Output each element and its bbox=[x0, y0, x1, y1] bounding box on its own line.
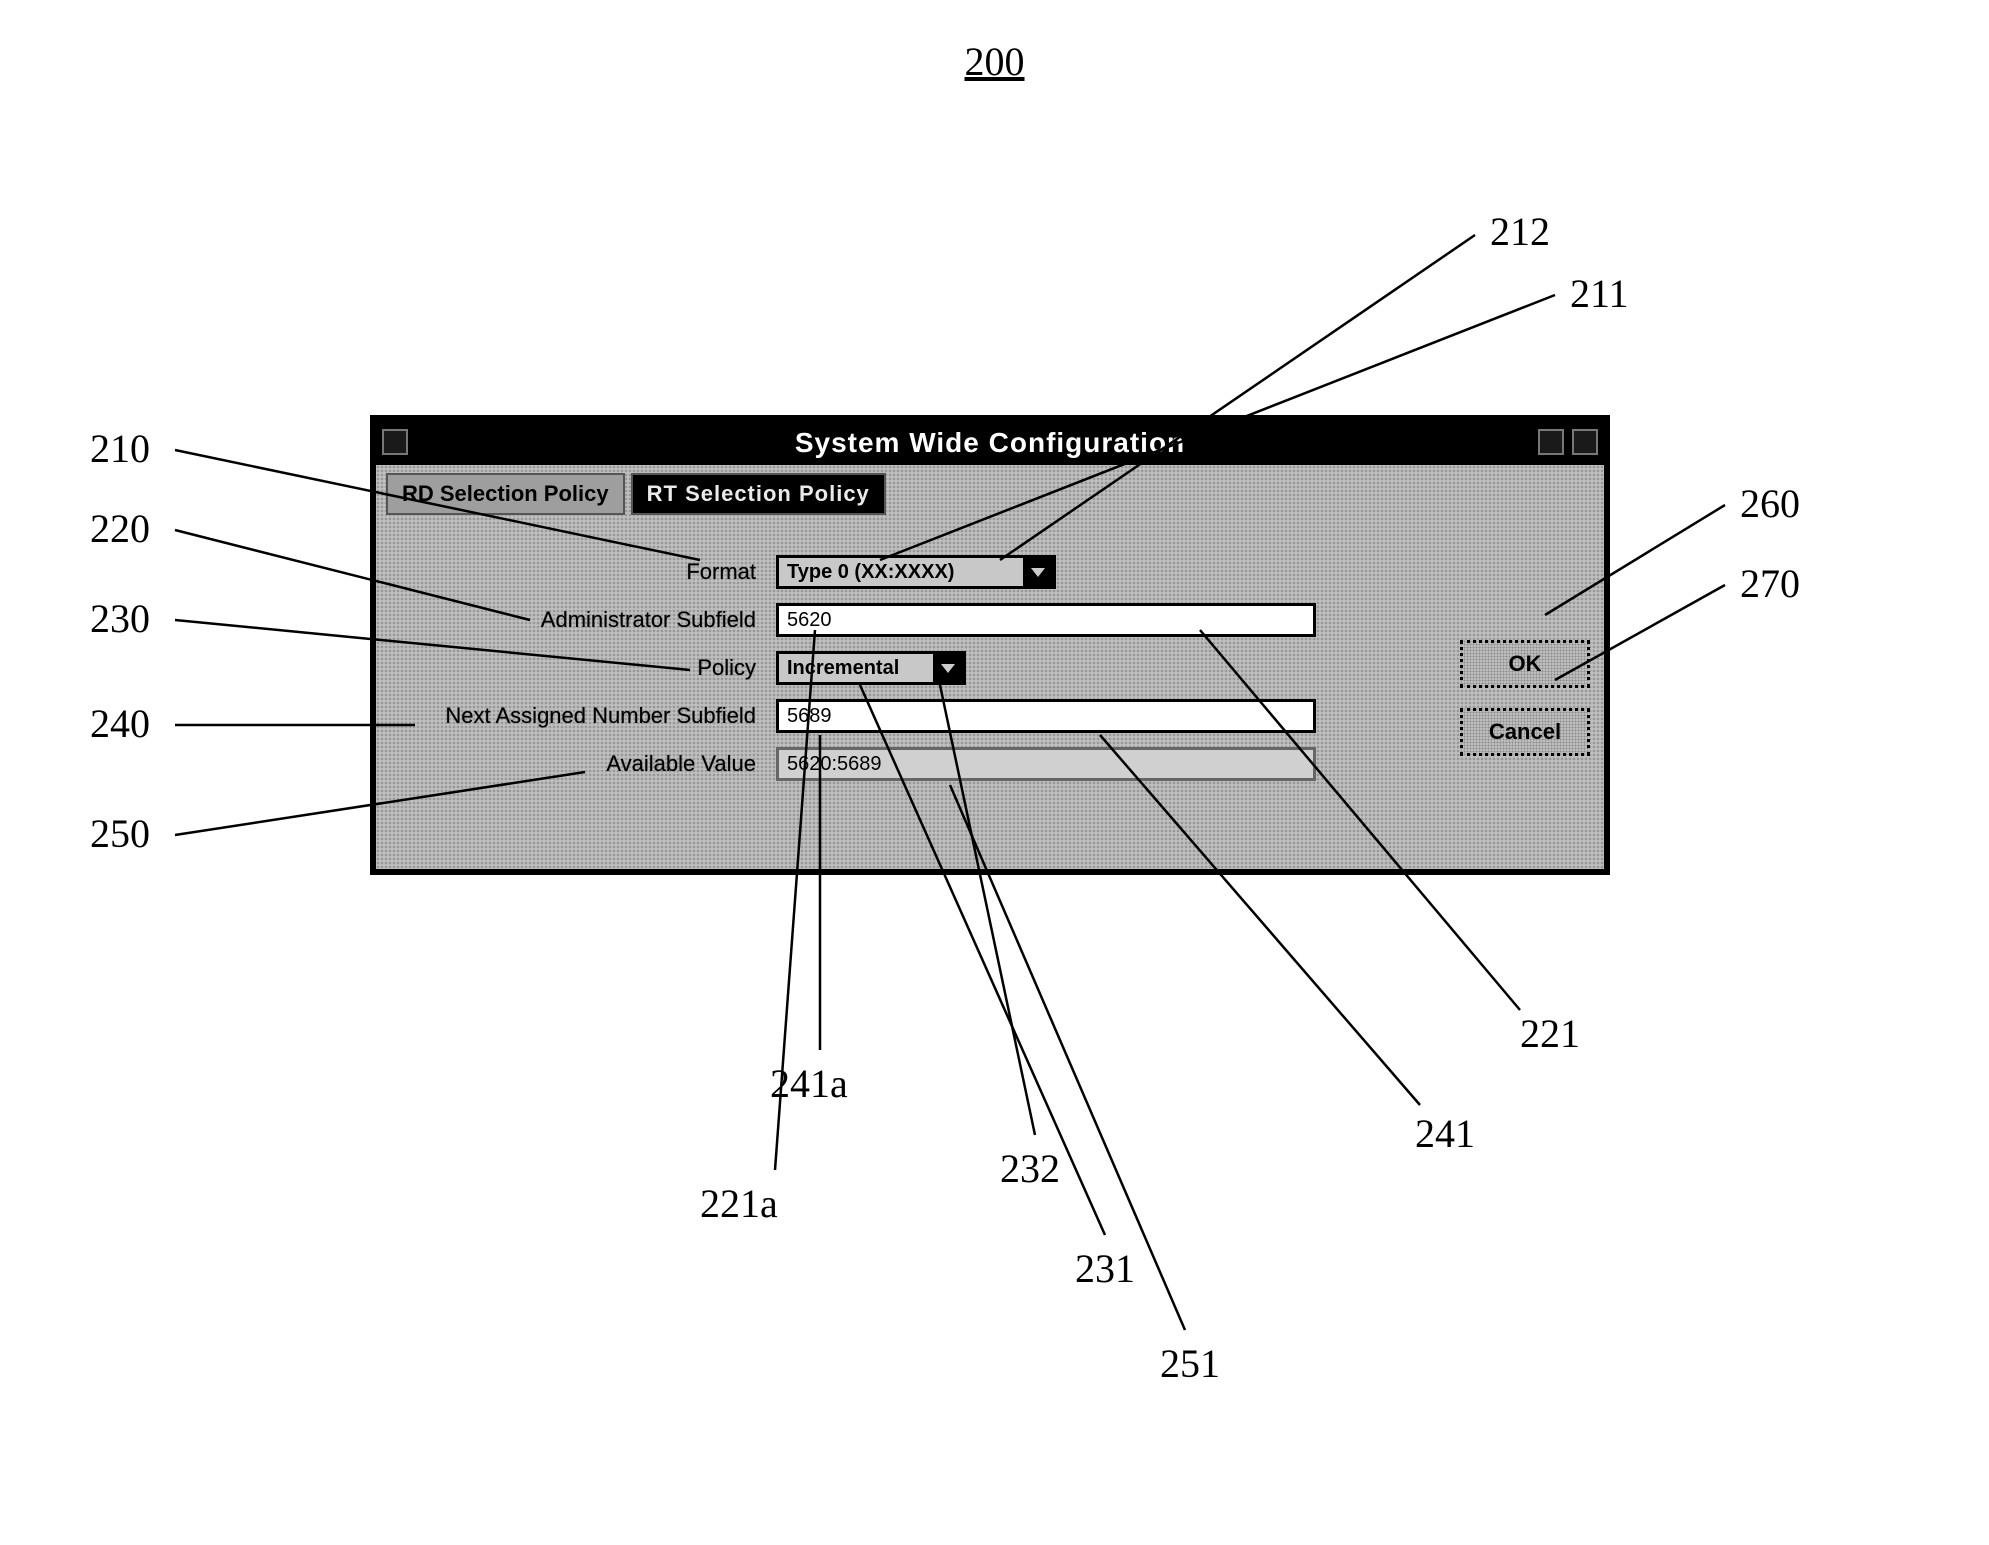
leader-lines bbox=[0, 0, 1989, 1545]
